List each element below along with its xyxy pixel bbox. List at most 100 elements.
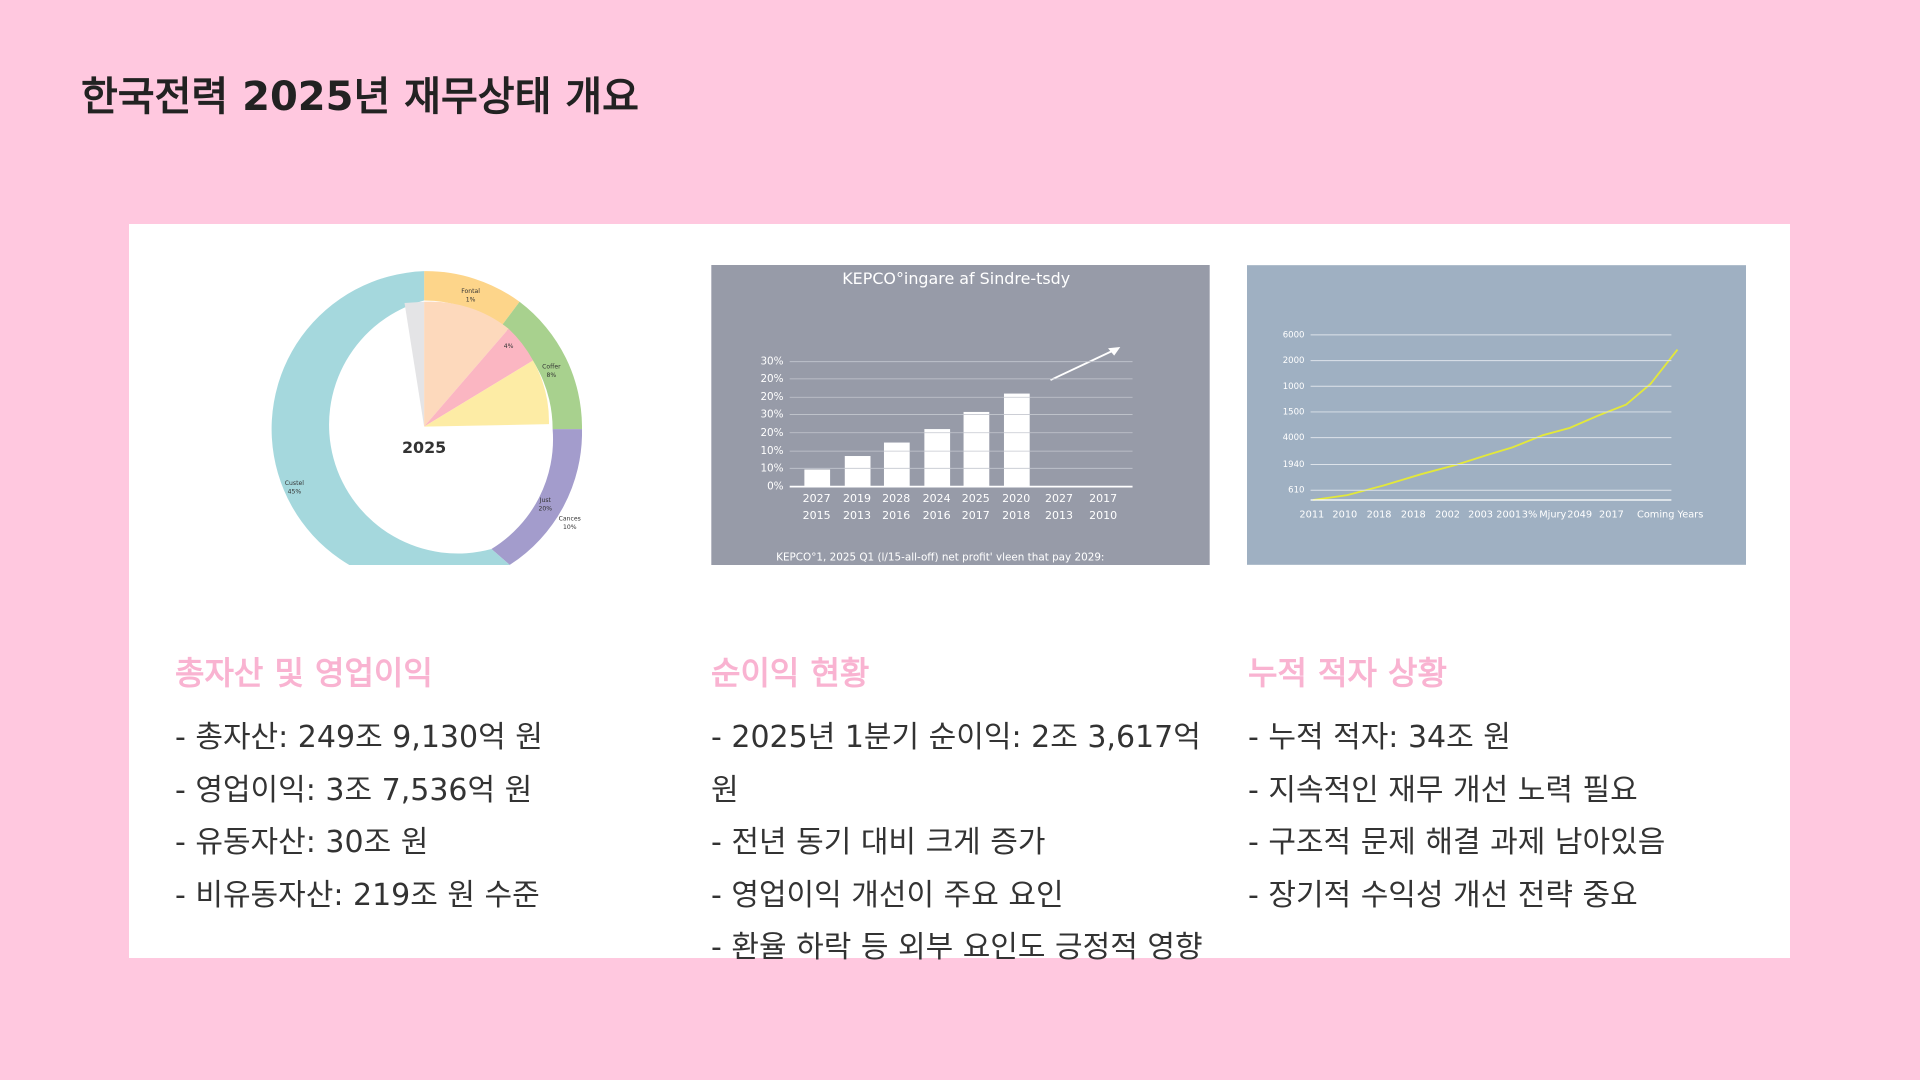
chart-label: 10% bbox=[563, 524, 577, 531]
bullet-item: - 비유동자산: 219조 원 수준 bbox=[175, 877, 540, 913]
ring-segment bbox=[271, 271, 510, 565]
x-label: 2011 bbox=[1299, 510, 1324, 521]
x-label: 2024 bbox=[923, 492, 951, 505]
pie-wedge bbox=[424, 328, 534, 427]
image-bg bbox=[1247, 265, 1746, 565]
text-column: 순이익 현황 - 2025년 1분기 순이익: 2조 3,617억 원 - 전년 동… bbox=[711, 648, 1211, 975]
y-label: 1000 bbox=[1283, 382, 1305, 392]
y-label: 1500 bbox=[1283, 407, 1305, 417]
x-label: 2027 bbox=[1045, 492, 1073, 505]
y-label: 2000 bbox=[1283, 356, 1305, 366]
column-heading: 순이익 현황 bbox=[711, 654, 870, 692]
chart-label: 4% bbox=[504, 343, 514, 350]
chart-label: Cances bbox=[559, 515, 581, 522]
bullet-item: - 구조적 문제 해결 과제 남아있음 bbox=[1248, 825, 1666, 860]
bullet-list: - 총자산: 249조 9,130억 원 - 영업이익: 3조 7,536억 원 -… bbox=[175, 712, 675, 922]
image-caption: KEPCO°1, 2025 Q1 (l/15-all-off) net prof… bbox=[776, 552, 1104, 564]
y-label: 4000 bbox=[1283, 433, 1305, 443]
x-label: 2027 bbox=[803, 492, 831, 505]
chart-label: Custel bbox=[285, 480, 304, 487]
bars bbox=[804, 393, 1030, 487]
y-label: 20% bbox=[760, 373, 783, 385]
bullet-item: - 누적 적자: 34조 원 bbox=[1248, 720, 1511, 755]
bullet-item: - 환율 하락 등 외부 요인도 긍정적 영향 bbox=[711, 930, 1203, 965]
x-label: 2003 bbox=[1468, 510, 1493, 521]
chart-label: 20% bbox=[538, 506, 552, 513]
y-label: 10% bbox=[760, 445, 783, 457]
x-label: 2017 bbox=[962, 509, 990, 522]
ring-segment bbox=[501, 301, 582, 430]
line-image: 6000 2000 1000 1500 4000 1940 610 2011 2010 2018 2… bbox=[1247, 265, 1746, 565]
y-label: 1940 bbox=[1283, 460, 1305, 470]
y-label: 20% bbox=[760, 427, 783, 439]
y-label: 20% bbox=[760, 391, 783, 403]
bullet-item: - 총자산: 249조 9,130억 원 bbox=[175, 720, 543, 755]
bar bbox=[883, 442, 910, 487]
y-label: 10% bbox=[760, 462, 783, 474]
x-label: 2010 bbox=[1332, 510, 1357, 521]
y-label: 0% bbox=[767, 481, 784, 493]
bullet-item: - 유동자산: 30조 원 bbox=[175, 825, 429, 860]
x-label: 2028 bbox=[882, 492, 910, 505]
ring-segment bbox=[491, 429, 582, 565]
slide-title: 한국전력 2025년 재무상태 개요 bbox=[81, 74, 639, 120]
chart-label: Coffer bbox=[542, 364, 561, 371]
arrow-head bbox=[1108, 347, 1121, 356]
image-title: KEPCO°ingare af Sindre-tsdy bbox=[842, 269, 1070, 288]
bar bbox=[924, 429, 951, 487]
x-label: 3% bbox=[1522, 510, 1538, 521]
pie-wedge bbox=[424, 360, 549, 427]
column-heading: 누적 적자 상황 bbox=[1248, 654, 1447, 692]
bullet-item: - 장기적 수익성 개선 전략 중요 bbox=[1248, 877, 1638, 913]
x-label: 2001 bbox=[1496, 510, 1521, 521]
bar bbox=[844, 456, 871, 487]
x-label: 2025 bbox=[962, 492, 990, 505]
y-label: 610 bbox=[1288, 486, 1304, 496]
bullet-item: - 영업이익: 3조 7,536억 원 bbox=[175, 772, 533, 808]
x-label: 2018 bbox=[1401, 510, 1426, 521]
column-heading: 총자산 및 영업이익 bbox=[175, 654, 433, 692]
chart-label: 1% bbox=[466, 296, 476, 303]
x-label: 2015 bbox=[803, 509, 831, 522]
pie-wedge bbox=[424, 301, 509, 427]
x-label: 2049 bbox=[1567, 510, 1592, 521]
trend-line bbox=[1312, 349, 1679, 501]
chart-label: 8% bbox=[547, 372, 557, 379]
bullet-item: - 2025년 1분기 순이익: 2조 3,617억 원 bbox=[711, 720, 1201, 808]
bullet-list: - 2025년 1분기 순이익: 2조 3,617억 원 - 전년 동기 대비 크… bbox=[711, 712, 1211, 975]
x-label: 2016 bbox=[882, 509, 910, 522]
ring-segment bbox=[424, 271, 520, 327]
text-column: 누적 적자 상황 - 누적 적자: 34조 원 - 지속적인 재무 개선 노력 필요… bbox=[1248, 648, 1748, 922]
x-label: Coming Years bbox=[1637, 510, 1703, 521]
y-label: 30% bbox=[760, 408, 783, 420]
x-label: Mjury bbox=[1539, 510, 1566, 521]
x-label: 2019 bbox=[843, 492, 871, 505]
bullet-item: - 지속적인 재무 개선 노력 필요 bbox=[1248, 772, 1638, 808]
x-label: 2013 bbox=[1045, 509, 1073, 522]
image-bg bbox=[711, 265, 1210, 565]
x-label: 2013 bbox=[843, 509, 871, 522]
bar bbox=[1003, 393, 1030, 487]
text-column: 총자산 및 영업이익 - 총자산: 249조 9,130억 원 - 영업이익: 3조… bbox=[175, 648, 675, 922]
x-label: 2002 bbox=[1435, 510, 1460, 521]
chart-label: Just bbox=[539, 497, 552, 504]
x-label: 2016 bbox=[923, 509, 951, 522]
x-label: 2020 bbox=[1002, 492, 1030, 505]
x-label: 2017 bbox=[1089, 492, 1117, 505]
bullet-list: - 누적 적자: 34조 원 - 지속적인 재무 개선 노력 필요 - 구조적 문제… bbox=[1248, 712, 1748, 922]
bar bbox=[963, 411, 990, 487]
y-label: 6000 bbox=[1283, 330, 1305, 340]
x-label: 2018 bbox=[1002, 509, 1030, 522]
bullet-item: - 전년 동기 대비 크게 증가 bbox=[711, 825, 1046, 860]
chart-label: Fontal bbox=[461, 288, 480, 295]
chart-label: 2025 bbox=[402, 438, 446, 457]
x-label: 2010 bbox=[1089, 509, 1117, 522]
bullet-item: - 영업이익 개선이 주요 요인 bbox=[711, 877, 1064, 913]
x-label: 2017 bbox=[1599, 510, 1624, 521]
x-label: 2018 bbox=[1367, 510, 1392, 521]
chart-label: 45% bbox=[288, 488, 302, 495]
bar bbox=[804, 469, 831, 487]
y-label: 30% bbox=[760, 356, 783, 368]
